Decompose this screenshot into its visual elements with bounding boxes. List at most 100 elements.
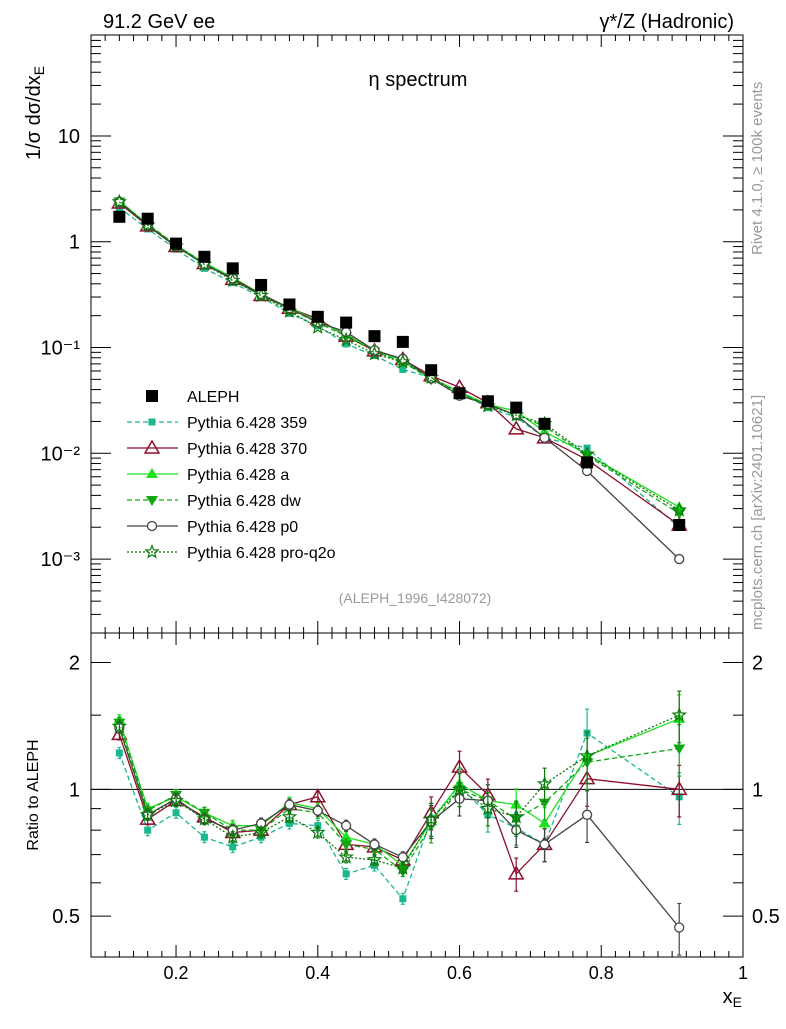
ratio-panel-frame (90, 632, 744, 958)
point-a (673, 501, 686, 512)
legend-marker-dw (146, 496, 158, 506)
analysis-label: (ALEPH_1996_I428072) (339, 590, 492, 606)
point-proq2o (111, 193, 128, 209)
legend-item-p0: Pythia 6.428 p0 (127, 519, 298, 536)
point-aleph (340, 316, 353, 329)
ratio-point-p370 (507, 865, 525, 880)
point-proq2o (366, 345, 383, 361)
legend-item-a: Pythia 6.428 a (127, 467, 289, 484)
header-right-title: γ*/Z (Hadronic) (600, 11, 734, 33)
ratio-y-tick-label: 1 (69, 779, 80, 801)
ratio-point-proq2o (423, 810, 440, 826)
point-aleph (141, 212, 154, 225)
ratio-point-p0 (539, 839, 550, 850)
y-tick-label: 10⁻³ (41, 549, 81, 571)
rivet-label: Rivet 4.1.0, ≥ 100k events (749, 82, 766, 255)
ratio-line-p370 (118, 734, 680, 876)
point-aleph (368, 330, 381, 343)
point-p370 (507, 420, 525, 435)
ratio-point-dw (673, 744, 686, 755)
ratio-y-tick-label: 2 (69, 653, 80, 675)
ratio-point-dw (538, 798, 551, 809)
ratio-point-proq2o (139, 806, 156, 822)
point-aleph (510, 401, 523, 414)
point-aleph (113, 210, 126, 223)
ratio-point-proq2o (366, 851, 383, 867)
legend-marker-a (146, 468, 158, 478)
ratio-point-p359 (229, 843, 237, 851)
header-left-title: 91.2 GeV ee (103, 11, 215, 33)
ratio-point-proq2o (225, 829, 241, 844)
ratio-point-proq2o (536, 775, 553, 791)
point-proq2o (394, 353, 411, 369)
point-proq2o (225, 272, 241, 288)
legend-label-p370: Pythia 6.428 370 (187, 441, 307, 458)
legend-marker-p370 (143, 439, 161, 454)
legend-label-p359: Pythia 6.428 359 (187, 415, 307, 432)
point-aleph (673, 518, 686, 531)
ratio-y-tick-label-right: 2 (752, 653, 763, 675)
point-p0 (369, 345, 380, 356)
ratio-point-proq2o (579, 747, 595, 763)
legend-item-p370: Pythia 6.428 370 (127, 439, 307, 458)
ratio-line-proq2o (118, 714, 680, 869)
x-tick-label: 0.8 (589, 963, 614, 983)
point-dw (673, 509, 686, 520)
ratio-point-p370 (309, 788, 327, 803)
legend: ALEPH Pythia 6.428 359 Pythia 6.428 370 Pyt… (127, 389, 336, 562)
ratio-line-p359 (118, 732, 680, 900)
point-proq2o (671, 501, 687, 517)
x-tick-label: 0.2 (164, 963, 189, 983)
ratio-y-tick-label: 0.5 (52, 906, 80, 928)
x-axis-label: xE (723, 986, 742, 1010)
point-aleph (581, 456, 594, 469)
series-a (113, 194, 686, 512)
legend-label-aleph: ALEPH (187, 389, 239, 406)
point-p359 (399, 365, 407, 373)
point-proq2o (253, 287, 269, 303)
ratio-point-p359 (172, 809, 180, 817)
legend-item-aleph: ALEPH (146, 389, 239, 406)
y-tick-label: 10 (58, 126, 80, 148)
y-tick-label: 10⁻¹ (41, 338, 81, 360)
ratio-point-p0 (312, 805, 323, 816)
ratio-y-tick-label-right: 1 (752, 779, 763, 801)
ratio-point-proq2o (310, 824, 326, 840)
legend-marker-p0 (146, 520, 158, 532)
series-aleph (113, 210, 686, 531)
legend-item-dw: Pythia 6.428 dw (127, 493, 301, 510)
point-p0 (539, 432, 550, 443)
legend-item-proq2o: Pythia 6.428 pro-q2o (127, 543, 336, 562)
ratio-point-p359 (399, 895, 407, 903)
ratio-point-a (340, 831, 353, 842)
legend-marker-p359 (148, 418, 156, 426)
ratio-point-p359 (342, 870, 350, 878)
point-aleph (396, 335, 409, 348)
ratio-point-proq2o (338, 849, 354, 864)
main-series-group (111, 193, 688, 565)
point-aleph (311, 310, 324, 323)
ratio-series-p359 (115, 708, 683, 905)
legend-marker-aleph (146, 390, 158, 402)
point-aleph (481, 395, 494, 408)
point-aleph (226, 262, 239, 275)
ratio-line-dw (118, 722, 680, 872)
legend-label-proq2o: Pythia 6.428 pro-q2o (187, 545, 336, 562)
ratio-point-p0 (674, 922, 685, 933)
legend-label-p0: Pythia 6.428 p0 (187, 519, 298, 536)
legend-label-dw: Pythia 6.428 dw (187, 493, 301, 510)
x-tick-label: 0.6 (447, 963, 472, 983)
ratio-point-p0 (581, 809, 593, 820)
ratio-point-p0 (284, 799, 295, 810)
point-aleph (453, 387, 466, 400)
ratio-series-group (111, 690, 688, 956)
ratio-point-dw (340, 840, 353, 851)
ratio-point-p370 (670, 780, 688, 796)
legend-item-p359: Pythia 6.428 359 (127, 415, 307, 432)
ratio-point-proq2o (253, 824, 269, 840)
ratio-point-p359 (115, 749, 123, 757)
point-aleph (198, 250, 211, 263)
legend-marker-proq2o (144, 543, 160, 559)
